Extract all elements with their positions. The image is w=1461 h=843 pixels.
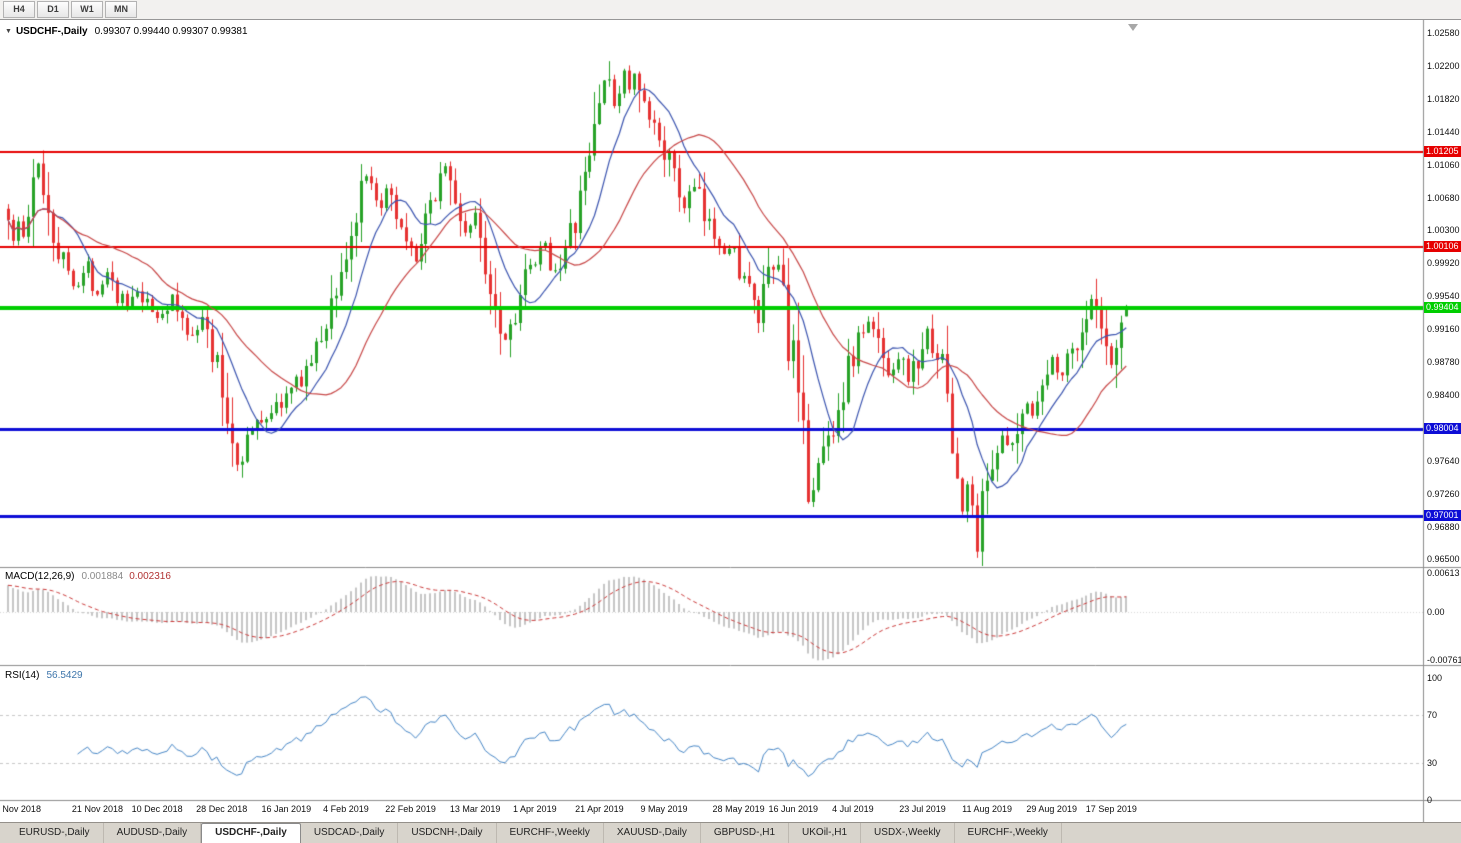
- timeframe-button-w1[interactable]: W1: [71, 1, 103, 18]
- chart-tab-audusd-daily-1[interactable]: AUDUSD-,Daily: [104, 823, 202, 843]
- chart-tab-ukoil-h1-8[interactable]: UKOil-,H1: [789, 823, 862, 843]
- timeframe-button-group: H4 D1 W1 MN: [3, 1, 139, 18]
- chart-tabs-bar: EURUSD-,Daily AUDUSD-,Daily USDCHF-,Daily U…: [0, 822, 1461, 843]
- timeframe-button-h4[interactable]: H4: [3, 1, 35, 18]
- chart-tab-eurusd-daily-0[interactable]: EURUSD-,Daily: [6, 823, 104, 843]
- chart-tab-usdx-weekly-9[interactable]: USDX-,Weekly: [861, 823, 955, 843]
- chart-tab-usdcad-daily-3[interactable]: USDCAD-,Daily: [301, 823, 399, 843]
- price-chart-canvas[interactable]: [0, 20, 1461, 822]
- chart-tab-xauusd-daily-6[interactable]: XAUUSD-,Daily: [604, 823, 701, 843]
- timeframe-toolbar: H4 D1 W1 MN: [0, 0, 1461, 20]
- timeframe-button-d1[interactable]: D1: [37, 1, 69, 18]
- chart-tab-gbpusd-h1-7[interactable]: GBPUSD-,H1: [701, 823, 790, 843]
- timeframe-button-mn[interactable]: MN: [105, 1, 137, 18]
- chart-tab-usdchf-daily-2[interactable]: USDCHF-,Daily: [201, 823, 301, 843]
- chart-tab-usdcnh-daily-4[interactable]: USDCNH-,Daily: [398, 823, 497, 843]
- chart-tab-eurchf-weekly-5[interactable]: EURCHF-,Weekly: [497, 823, 604, 843]
- chart-tab-eurchf-weekly-10[interactable]: EURCHF-,Weekly: [955, 823, 1062, 843]
- collapse-chart-icon[interactable]: ▼: [5, 28, 12, 35]
